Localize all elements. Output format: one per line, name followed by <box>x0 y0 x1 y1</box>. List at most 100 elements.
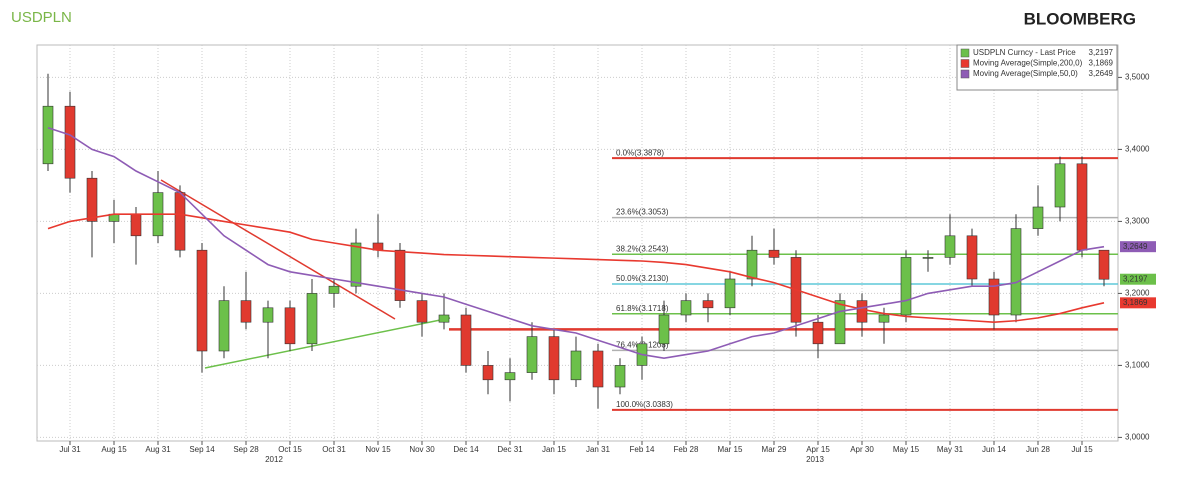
candle-body <box>64 105 76 179</box>
x-tick-label: Jan 15 <box>542 445 567 454</box>
candle-body <box>460 314 472 366</box>
brand: BLOOMBERG <box>1024 9 1136 28</box>
candle-body <box>812 321 824 345</box>
candle-body <box>702 300 714 309</box>
x-tick-label: Apr 15 <box>806 445 830 454</box>
fib-label: 38.2%(3.2543) <box>616 244 669 253</box>
x-tick-label: Feb 28 <box>674 445 699 454</box>
legend-label: Moving Average(Simple,200,0) <box>973 59 1083 68</box>
candle-body <box>306 293 318 345</box>
legend-label: Moving Average(Simple,50,0) <box>973 69 1078 78</box>
x-tick-label: Nov 15 <box>365 445 391 454</box>
y-tick-label: 3,1000 <box>1125 361 1150 370</box>
x-tick-label: Dec 14 <box>453 445 479 454</box>
year-label: 2012 <box>265 455 283 464</box>
candle-body <box>900 257 912 316</box>
fib-label: 61.8%(3.1718) <box>616 304 669 313</box>
candle-body <box>526 336 538 373</box>
candle-body <box>284 307 296 345</box>
candle-body <box>130 213 142 237</box>
x-tick-label: May 15 <box>893 445 920 454</box>
x-tick-label: Oct 31 <box>322 445 346 454</box>
y-tick-label: 3,4000 <box>1125 145 1150 154</box>
candle-body <box>196 249 208 352</box>
legend-swatch <box>960 48 970 58</box>
plot-area <box>36 44 1119 442</box>
y-tick-label: 3,0000 <box>1125 433 1150 442</box>
legend-label: USDPLN Curncy - Last Price <box>973 48 1076 57</box>
candle-body <box>1010 228 1022 316</box>
x-tick-label: Nov 30 <box>409 445 435 454</box>
candle-body <box>944 235 956 258</box>
x-tick-label: Jun 28 <box>1026 445 1051 454</box>
candle-body <box>1032 206 1044 229</box>
last-price-label: 3,2649 <box>1123 242 1148 251</box>
last-price-label: 3,1869 <box>1123 298 1148 307</box>
candle-body <box>658 314 670 345</box>
x-tick-label: May 31 <box>937 445 964 454</box>
last-price-tag <box>1120 241 1156 253</box>
y-tick-label: 3,5000 <box>1125 73 1150 82</box>
candle-body <box>416 300 428 323</box>
candle-body <box>86 177 98 222</box>
legend-swatch <box>960 69 970 79</box>
last-price-tag <box>1120 273 1156 285</box>
candle-body <box>1098 249 1110 280</box>
fib-label: 0.0%(3.3878) <box>616 148 664 157</box>
candle-body <box>746 249 758 280</box>
candle-body <box>328 285 340 294</box>
candle-body <box>218 300 230 352</box>
x-tick-label: Mar 15 <box>718 445 743 454</box>
x-tick-label: Jul 15 <box>1071 445 1093 454</box>
candle-body <box>966 235 978 280</box>
last-price-label: 3,2197 <box>1123 274 1148 283</box>
legend-swatch <box>960 59 970 68</box>
candle-body <box>394 249 406 301</box>
candle-body <box>878 314 890 323</box>
trend-line <box>204 317 451 369</box>
candle-body <box>548 336 560 381</box>
candle-body <box>570 350 582 381</box>
x-tick-label: Oct 15 <box>278 445 302 454</box>
candle-body <box>614 365 626 388</box>
candle-body <box>240 300 252 323</box>
x-tick-label: Jan 31 <box>586 445 611 454</box>
moving-average-line <box>47 213 1105 324</box>
moving-average-line <box>47 127 1105 360</box>
x-tick-label: Apr 30 <box>850 445 874 454</box>
legend-value: 3,2649 <box>1089 69 1114 78</box>
candle-body <box>350 242 362 287</box>
candle-body <box>856 300 868 323</box>
candle-body <box>482 365 494 381</box>
candle-body <box>438 314 450 323</box>
year-label: 2013 <box>806 455 824 464</box>
candle-body <box>592 350 604 388</box>
candle-body <box>42 105 54 165</box>
x-tick-label: Jul 31 <box>59 445 81 454</box>
candle-body <box>988 278 1000 316</box>
candle-body <box>768 249 780 258</box>
y-tick-label: 3,2000 <box>1125 289 1150 298</box>
candle-body <box>680 300 692 316</box>
candle-body <box>1054 163 1066 208</box>
x-tick-label: Aug 31 <box>145 445 171 454</box>
candle-body <box>834 300 846 345</box>
fib-label: 100.0%(3.0383) <box>616 400 673 409</box>
x-tick-label: Sep 28 <box>233 445 259 454</box>
x-tick-label: Dec 31 <box>497 445 523 454</box>
candle-body <box>262 307 274 323</box>
trend-line <box>160 179 396 320</box>
candle-body <box>724 278 736 309</box>
last-price-tag <box>1120 297 1156 309</box>
legend-value: 3,2197 <box>1089 48 1114 57</box>
candle-body <box>1076 163 1088 251</box>
x-tick-label: Feb 14 <box>630 445 655 454</box>
x-tick-label: Aug 15 <box>101 445 127 454</box>
legend-value: 3,1869 <box>1089 59 1114 68</box>
chart-title: USDPLN <box>11 9 72 26</box>
candle-body <box>504 372 516 381</box>
candle-body <box>922 257 934 259</box>
x-tick-label: Sep 14 <box>189 445 215 454</box>
legend-box <box>956 44 1118 91</box>
